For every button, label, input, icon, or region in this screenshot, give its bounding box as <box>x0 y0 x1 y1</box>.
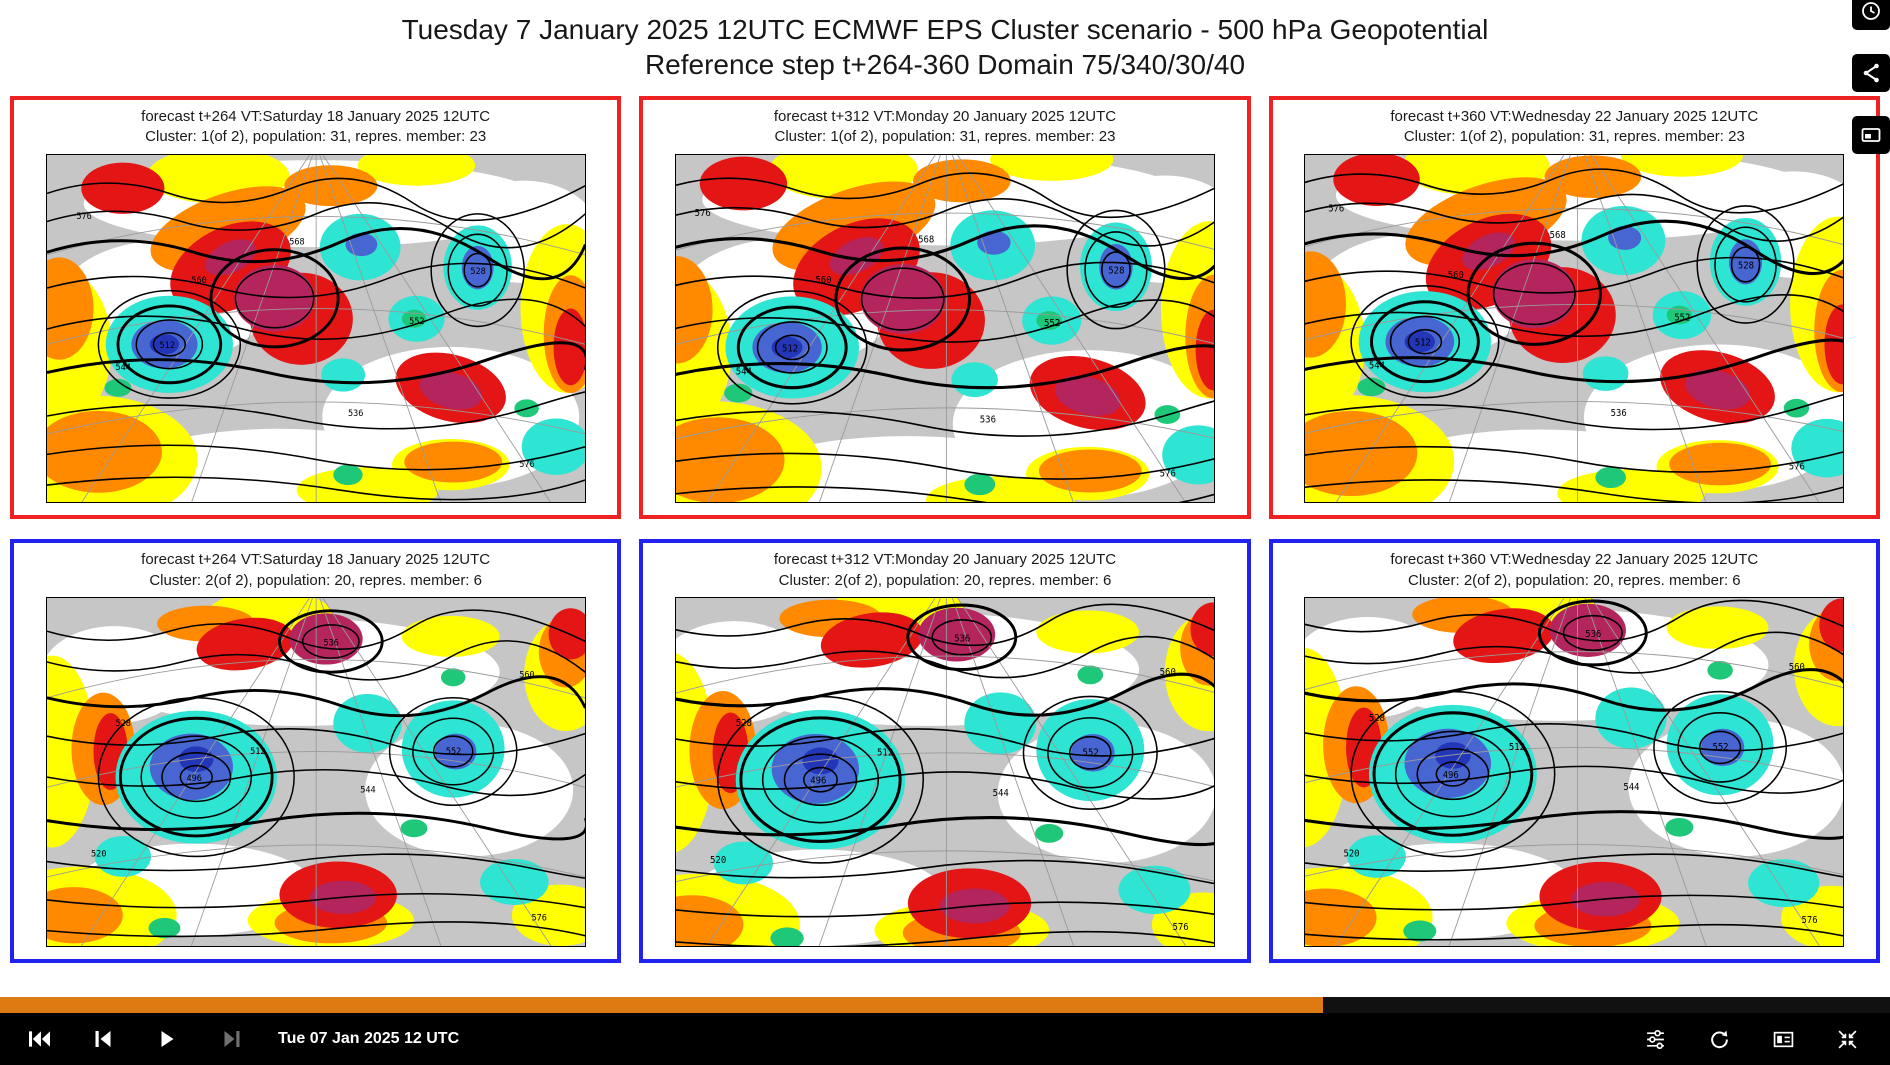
geopotential-map <box>45 153 586 504</box>
legend-icon <box>1773 1031 1793 1047</box>
map-graphic <box>676 155 1214 503</box>
history-clock-button[interactable] <box>1852 0 1890 30</box>
compress-icon <box>1838 1030 1856 1048</box>
map-graphic <box>47 598 585 946</box>
map-graphic <box>47 155 585 503</box>
timeline-bar[interactable] <box>0 997 1890 1013</box>
forecast-panel-c2-t360: forecast t+360 VT:Wednesday 22 January 2… <box>1268 539 1880 963</box>
forecast-panel-c2-t312: forecast t+312 VT:Monday 20 January 2025… <box>639 539 1251 963</box>
skip-to-start-icon <box>28 1031 50 1047</box>
playback-tools <box>1638 1022 1874 1056</box>
overlay-panel-button[interactable] <box>1852 116 1890 154</box>
floating-toolbar <box>1852 0 1890 154</box>
map-graphic <box>1305 598 1843 946</box>
play-button[interactable] <box>144 1021 190 1057</box>
panel-cluster-label: Cluster: 2(of 2), population: 20, repres… <box>1407 571 1741 589</box>
panel-forecast-label: forecast t+312 VT:Monday 20 January 2025… <box>773 551 1117 569</box>
forecast-panel-c1-t312: forecast t+312 VT:Monday 20 January 2025… <box>639 96 1251 520</box>
playback-bar: Tue 07 Jan 2025 12 UTC <box>0 1013 1890 1065</box>
panel-grid: forecast t+264 VT:Saturday 18 January 20… <box>0 96 1890 963</box>
page-subtitle: Reference step t+264-360 Domain 75/340/3… <box>644 49 1246 80</box>
share-icon <box>1863 63 1879 83</box>
legend-button[interactable] <box>1766 1022 1800 1056</box>
clock-icon <box>1862 2 1880 20</box>
panel-forecast-label: forecast t+264 VT:Saturday 18 January 20… <box>141 551 491 569</box>
play-icon <box>161 1031 173 1047</box>
panel-cluster-label: Cluster: 2(of 2), population: 20, repres… <box>149 571 482 589</box>
current-time-label: Tue 07 Jan 2025 12 UTC <box>278 1030 460 1047</box>
geopotential-map <box>45 596 586 947</box>
step-forward-button[interactable] <box>208 1021 254 1057</box>
forecast-panel-c2-t264: forecast t+264 VT:Saturday 18 January 20… <box>10 539 622 963</box>
overlay-panel-icon <box>1861 128 1881 142</box>
geopotential-map <box>1304 153 1845 504</box>
geopotential-map <box>674 153 1216 504</box>
timeline-progress <box>0 997 1323 1013</box>
compress-button[interactable] <box>1830 1022 1864 1056</box>
panel-cluster-label: Cluster: 1(of 2), population: 31, repres… <box>1403 128 1745 146</box>
panel-cluster-label: Cluster: 1(of 2), population: 31, repres… <box>774 128 1116 146</box>
step-forward-icon <box>224 1031 239 1047</box>
panel-forecast-label: forecast t+264 VT:Saturday 18 January 20… <box>141 108 491 125</box>
panel-cluster-label: Cluster: 2(of 2), population: 20, repres… <box>778 571 1112 589</box>
map-graphic <box>676 598 1214 946</box>
panel-forecast-label: forecast t+312 VT:Monday 20 January 2025… <box>773 108 1117 125</box>
chart-canvas: Tuesday 7 January 2025 12UTC ECMWF EPS C… <box>0 0 1890 963</box>
forecast-panel-c1-t360: forecast t+360 VT:Wednesday 22 January 2… <box>1268 96 1880 520</box>
share-button[interactable] <box>1852 54 1890 92</box>
skip-to-start-button[interactable] <box>16 1021 62 1057</box>
panel-cluster-label: Cluster: 1(of 2), population: 31, repres… <box>145 128 487 146</box>
adjustments-icon <box>1646 1029 1664 1049</box>
panel-forecast-label: forecast t+360 VT:Wednesday 22 January 2… <box>1390 108 1759 125</box>
geopotential-map <box>674 596 1216 947</box>
step-backward-icon <box>95 1031 110 1047</box>
adjustments-button[interactable] <box>1638 1022 1672 1056</box>
map-graphic <box>1305 155 1843 503</box>
panel-forecast-label: forecast t+360 VT:Wednesday 22 January 2… <box>1390 551 1759 569</box>
page-title: Tuesday 7 January 2025 12UTC ECMWF EPS C… <box>401 14 1489 45</box>
refresh-icon <box>1710 1030 1728 1048</box>
forecast-panel-c1-t264: forecast t+264 VT:Saturday 18 January 20… <box>10 96 622 520</box>
refresh-button[interactable] <box>1702 1022 1736 1056</box>
geopotential-map <box>1304 596 1845 947</box>
step-backward-button[interactable] <box>80 1021 126 1057</box>
